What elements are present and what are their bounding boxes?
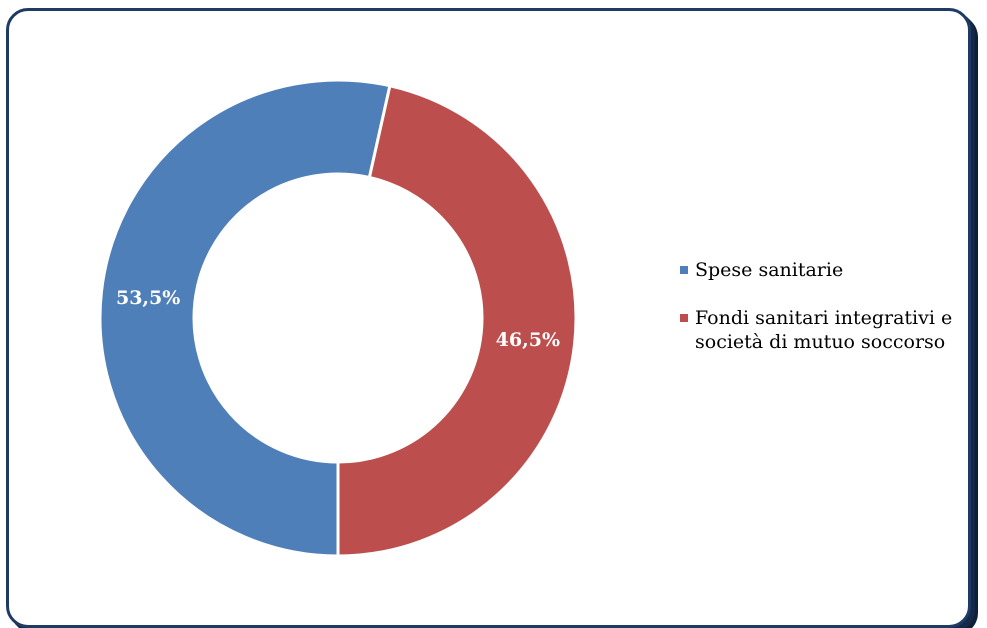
legend: Spese sanitarie Fondi sanitari integrati… bbox=[680, 258, 980, 378]
legend-item-fondi-sanitari: Fondi sanitari integrativi e società di … bbox=[680, 306, 980, 354]
labels-group: 53,5% 46,5% bbox=[116, 287, 560, 351]
legend-label: Fondi sanitari integrativi e società di … bbox=[695, 307, 953, 353]
legend-item-spese-sanitarie: Spese sanitarie bbox=[680, 258, 980, 282]
legend-swatch-icon bbox=[680, 266, 688, 274]
slice-spese-sanitarie bbox=[98, 78, 392, 558]
slices-group bbox=[98, 78, 578, 558]
data-label-spese-sanitarie: 53,5% bbox=[116, 287, 180, 309]
legend-label: Spese sanitarie bbox=[695, 259, 844, 281]
slice-fondi-sanitari bbox=[336, 83, 578, 558]
legend-swatch-icon bbox=[680, 314, 688, 322]
data-label-fondi-sanitari: 46,5% bbox=[496, 329, 560, 351]
